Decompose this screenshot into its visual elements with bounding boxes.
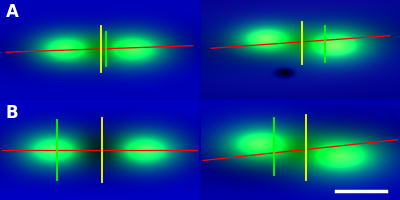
Text: B: B (6, 104, 18, 121)
Text: A: A (6, 3, 19, 21)
